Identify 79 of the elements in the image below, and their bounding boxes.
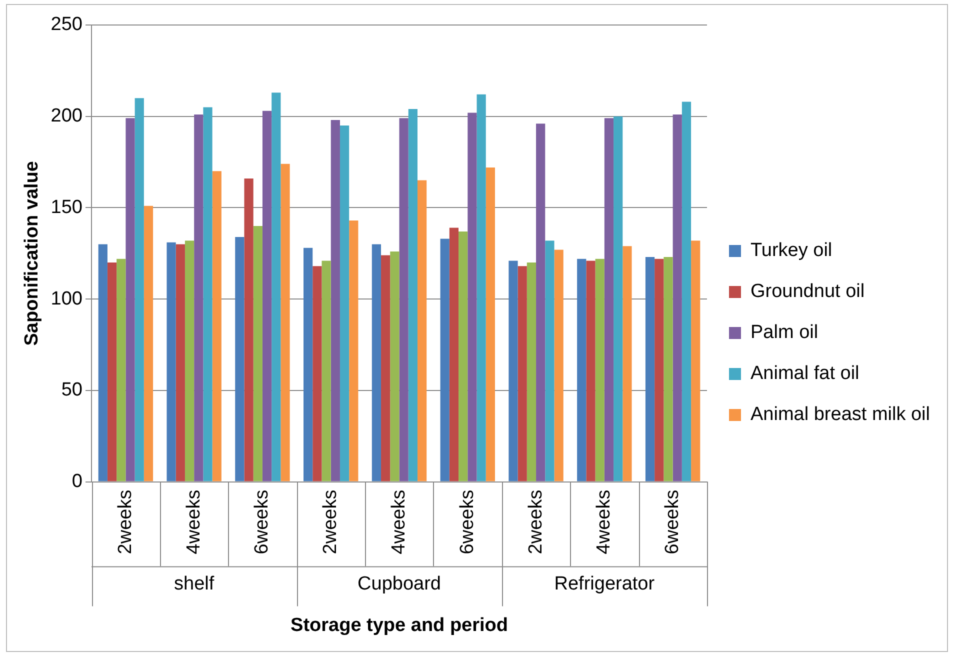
bar	[486, 168, 495, 482]
bar	[194, 114, 204, 482]
bar	[508, 260, 518, 482]
x-tick-label: 6weeks	[456, 490, 478, 554]
bar	[586, 260, 596, 482]
bar	[554, 250, 564, 482]
x-tick-label: 2weeks	[114, 490, 136, 554]
bar	[526, 262, 536, 482]
y-tick-label: 50	[61, 380, 82, 401]
bar	[691, 240, 700, 482]
bar	[604, 118, 614, 482]
bar	[322, 260, 331, 482]
bar	[340, 125, 350, 482]
bar	[262, 110, 272, 482]
y-axis-title: Saponification value	[22, 161, 43, 346]
bar	[672, 114, 682, 482]
bar	[166, 242, 176, 482]
bar	[682, 102, 692, 482]
bar	[126, 118, 135, 482]
bar	[595, 258, 604, 482]
y-tick-label: 200	[50, 106, 82, 127]
bar	[417, 180, 427, 482]
bar	[116, 258, 126, 482]
bar	[312, 266, 322, 482]
y-tick-label: 150	[50, 196, 82, 218]
bar	[253, 226, 262, 482]
bar	[645, 257, 655, 482]
bar	[468, 112, 477, 482]
legend-label: Palm oil	[750, 322, 818, 344]
bar	[458, 231, 468, 482]
bar	[390, 252, 400, 482]
legend-label: Animal breast milk oil	[750, 404, 930, 426]
bar	[654, 258, 664, 482]
bar	[545, 240, 554, 482]
bar	[203, 107, 212, 482]
bar	[399, 118, 408, 482]
x-tick-label: 2weeks	[320, 490, 342, 554]
bar	[272, 92, 281, 482]
x-tick-label: 4weeks	[183, 490, 204, 554]
bar	[304, 248, 313, 482]
bar	[622, 246, 632, 482]
bar	[212, 171, 222, 482]
legend-label: Groundnut oil	[750, 281, 865, 302]
bar	[280, 164, 290, 482]
bar	[184, 240, 194, 482]
y-tick-label: 250	[50, 14, 82, 36]
bar	[98, 244, 108, 482]
bar	[440, 238, 450, 482]
bar	[664, 257, 673, 482]
legend-label: Turkey oil	[750, 240, 832, 262]
bar	[372, 244, 382, 482]
bar	[235, 236, 244, 482]
bar	[408, 109, 418, 482]
y-tick-label: 100	[50, 288, 82, 310]
bar	[107, 262, 117, 482]
legend-label: Animal fat oil	[750, 363, 860, 384]
text: shelf	[174, 573, 215, 594]
bar	[518, 266, 527, 482]
x-tick-label: 4weeks	[388, 490, 410, 554]
bar	[144, 206, 154, 482]
bar	[476, 94, 486, 482]
y-tick-label: 0	[72, 471, 82, 492]
x-tick-label: 4weeks	[594, 490, 615, 554]
bar	[244, 178, 254, 482]
x-tick-label: 6weeks	[252, 490, 273, 554]
bar	[577, 258, 586, 482]
text: Cupboard	[358, 573, 441, 594]
bar	[330, 120, 340, 482]
bar	[176, 244, 185, 482]
bar	[349, 220, 358, 482]
bar	[536, 124, 546, 482]
x-axis-title: Storage type and period	[290, 614, 508, 636]
bar	[381, 255, 390, 482]
x-tick-label: 2weeks	[525, 490, 546, 554]
bar	[134, 98, 144, 482]
text: Refrigerator	[554, 573, 656, 594]
x-tick-label: 6weeks	[662, 490, 684, 554]
bar	[449, 228, 459, 482]
bar	[614, 116, 623, 482]
